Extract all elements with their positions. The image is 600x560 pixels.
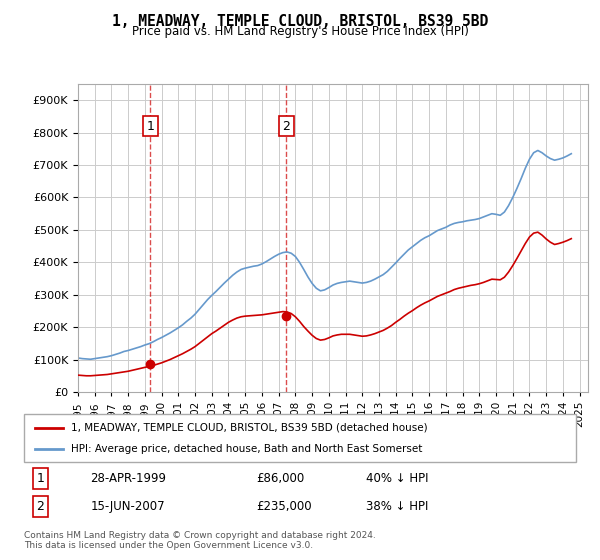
Text: Price paid vs. HM Land Registry's House Price Index (HPI): Price paid vs. HM Land Registry's House …	[131, 25, 469, 38]
FancyBboxPatch shape	[24, 414, 576, 462]
Text: Contains HM Land Registry data © Crown copyright and database right 2024.
This d: Contains HM Land Registry data © Crown c…	[24, 531, 376, 550]
Text: £86,000: £86,000	[256, 472, 304, 485]
Text: 1, MEADWAY, TEMPLE CLOUD, BRISTOL, BS39 5BD: 1, MEADWAY, TEMPLE CLOUD, BRISTOL, BS39 …	[112, 14, 488, 29]
Text: 15-JUN-2007: 15-JUN-2007	[90, 500, 165, 513]
Text: 40% ↓ HPI: 40% ↓ HPI	[366, 472, 429, 485]
Text: £235,000: £235,000	[256, 500, 311, 513]
Text: 1: 1	[37, 472, 44, 485]
Text: 38% ↓ HPI: 38% ↓ HPI	[366, 500, 428, 513]
Text: 2: 2	[37, 500, 44, 513]
Text: 1, MEADWAY, TEMPLE CLOUD, BRISTOL, BS39 5BD (detached house): 1, MEADWAY, TEMPLE CLOUD, BRISTOL, BS39 …	[71, 423, 428, 433]
Text: 28-APR-1999: 28-APR-1999	[90, 472, 166, 485]
Text: 1: 1	[146, 120, 154, 133]
Text: HPI: Average price, detached house, Bath and North East Somerset: HPI: Average price, detached house, Bath…	[71, 444, 422, 454]
Text: 2: 2	[283, 120, 290, 133]
